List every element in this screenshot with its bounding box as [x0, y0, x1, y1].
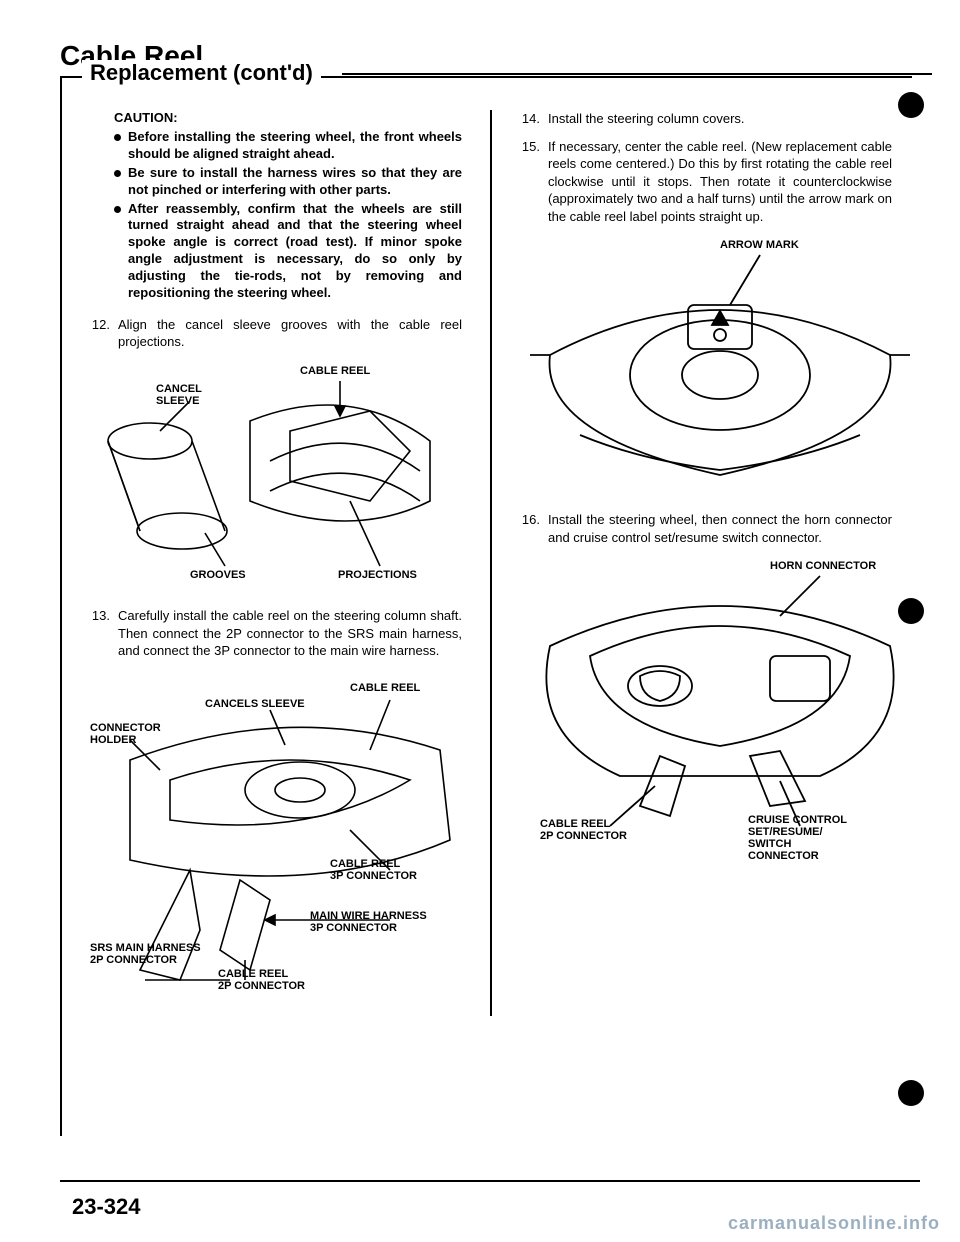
label-arrow-mark: ARROW MARK — [720, 239, 799, 251]
step-number: 14. — [520, 110, 540, 128]
right-column: 14. Install the steering column covers. … — [520, 110, 892, 1016]
label-connector-holder: CONNECTOR HOLDER — [90, 722, 161, 746]
bottom-rule — [60, 1180, 920, 1182]
figure-steering-wheel: HORN CONNECTOR CABLE REEL 2P CONNECTOR C… — [520, 556, 892, 856]
bullet-dot-icon — [898, 92, 924, 118]
watermark: carmanualsonline.info — [728, 1213, 940, 1234]
figure-arrow-mark: ARROW MARK — [520, 235, 892, 495]
step-text: Carefully install the cable reel on the … — [118, 607, 462, 660]
left-column: CAUTION: Before installing the steering … — [90, 110, 462, 1016]
label-cancels-sleeve: CANCELS SLEEVE — [205, 698, 305, 710]
step-text: Align the cancel sleeve grooves with the… — [118, 316, 462, 351]
section-box: Replacement (cont'd) CAUTION: Before ins… — [60, 76, 912, 1136]
caution-list: Before installing the steering wheel, th… — [114, 129, 462, 302]
column-divider — [490, 110, 492, 1016]
step-text: If necessary, center the cable reel. (Ne… — [548, 138, 892, 226]
step-text: Install the steering wheel, then connect… — [548, 511, 892, 546]
label-cable-reel: CABLE REEL — [300, 365, 370, 377]
label-cancel-sleeve: CANCEL SLEEVE — [156, 383, 202, 407]
label-srs-main: SRS MAIN HARNESS 2P CONNECTOR — [90, 942, 201, 966]
header-rule — [342, 73, 932, 75]
label-cable-reel-3p: CABLE REEL 3P CONNECTOR — [330, 858, 417, 882]
label-projections: PROJECTIONS — [338, 569, 417, 581]
step-number: 15. — [520, 138, 540, 226]
step-number: 16. — [520, 511, 540, 546]
caution-item: After reassembly, confirm that the wheel… — [114, 201, 462, 302]
caution-item: Before installing the steering wheel, th… — [114, 129, 462, 163]
page-number: 23-324 — [72, 1194, 141, 1220]
step-15: 15. If necessary, center the cable reel.… — [520, 138, 892, 226]
step-12: 12. Align the cancel sleeve grooves with… — [90, 316, 462, 351]
label-cable-reel-2p: CABLE REEL 2P CONNECTOR — [540, 818, 627, 842]
step-16: 16. Install the steering wheel, then con… — [520, 511, 892, 546]
figure-cable-reel-align: CANCEL SLEEVE CABLE REEL GROOVES PROJECT… — [90, 361, 462, 591]
label-main-wire: MAIN WIRE HARNESS 3P CONNECTOR — [310, 910, 427, 934]
step-text: Install the steering column covers. — [548, 110, 745, 128]
section-header: Replacement (cont'd) — [82, 60, 321, 86]
label-horn-connector: HORN CONNECTOR — [770, 560, 876, 572]
step-13: 13. Carefully install the cable reel on … — [90, 607, 462, 660]
label-cruise: CRUISE CONTROL SET/RESUME/ SWITCH CONNEC… — [748, 814, 847, 862]
caution-label: CAUTION: — [114, 110, 462, 125]
step-number: 13. — [90, 607, 110, 660]
bullet-dot-icon — [898, 1080, 924, 1106]
step-number: 12. — [90, 316, 110, 351]
bullet-dot-icon — [898, 598, 924, 624]
step-14: 14. Install the steering column covers. — [520, 110, 892, 128]
figure-cable-reel-install: CONNECTOR HOLDER CANCELS SLEEVE CABLE RE… — [90, 670, 462, 1000]
label-grooves: GROOVES — [190, 569, 246, 581]
label-cable-reel: CABLE REEL — [350, 682, 420, 694]
label-cable-reel-2p: CABLE REEL 2P CONNECTOR — [218, 968, 305, 992]
caution-item: Be sure to install the harness wires so … — [114, 165, 462, 199]
